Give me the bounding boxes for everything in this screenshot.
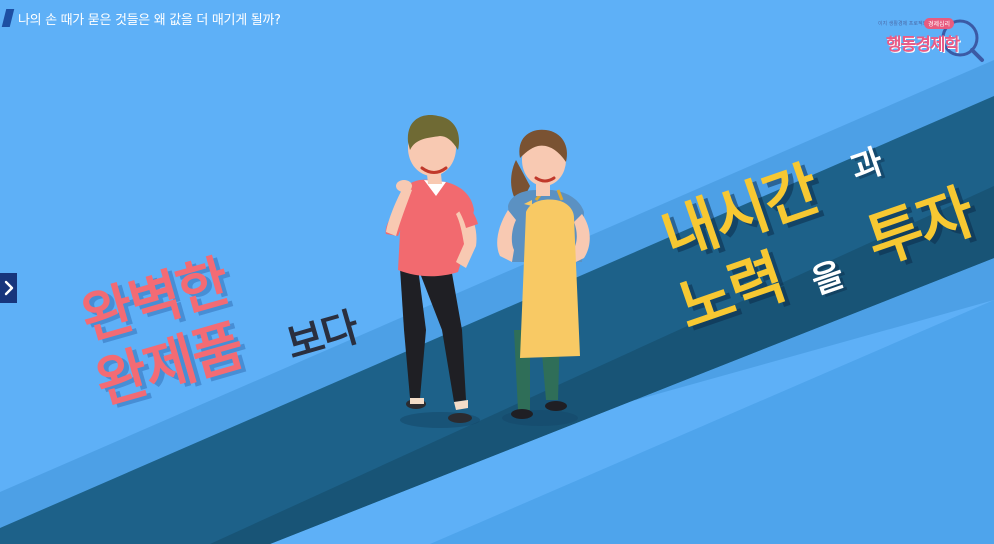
chevron-right-icon [4, 280, 13, 296]
next-slide-button[interactable] [0, 273, 17, 303]
page-title: 나의 손 때가 묻은 것들은 왜 값을 더 매기게 될까? [18, 12, 281, 28]
logo-subtitle: 이지 생활경제 프로젝트 [878, 21, 928, 27]
header-bar: 나의 손 때가 묻은 것들은 왜 값을 더 매기게 될까? [0, 8, 281, 28]
man-figure [385, 115, 480, 428]
magnifier-icon [941, 19, 984, 62]
woman-figure [497, 129, 590, 426]
logo-badge: 경제심리 [924, 18, 955, 29]
logo-name: 행동경제학 [886, 35, 960, 55]
program-logo: 이지 생활경제 프로젝트 경제심리 행동경제학 [878, 12, 988, 64]
